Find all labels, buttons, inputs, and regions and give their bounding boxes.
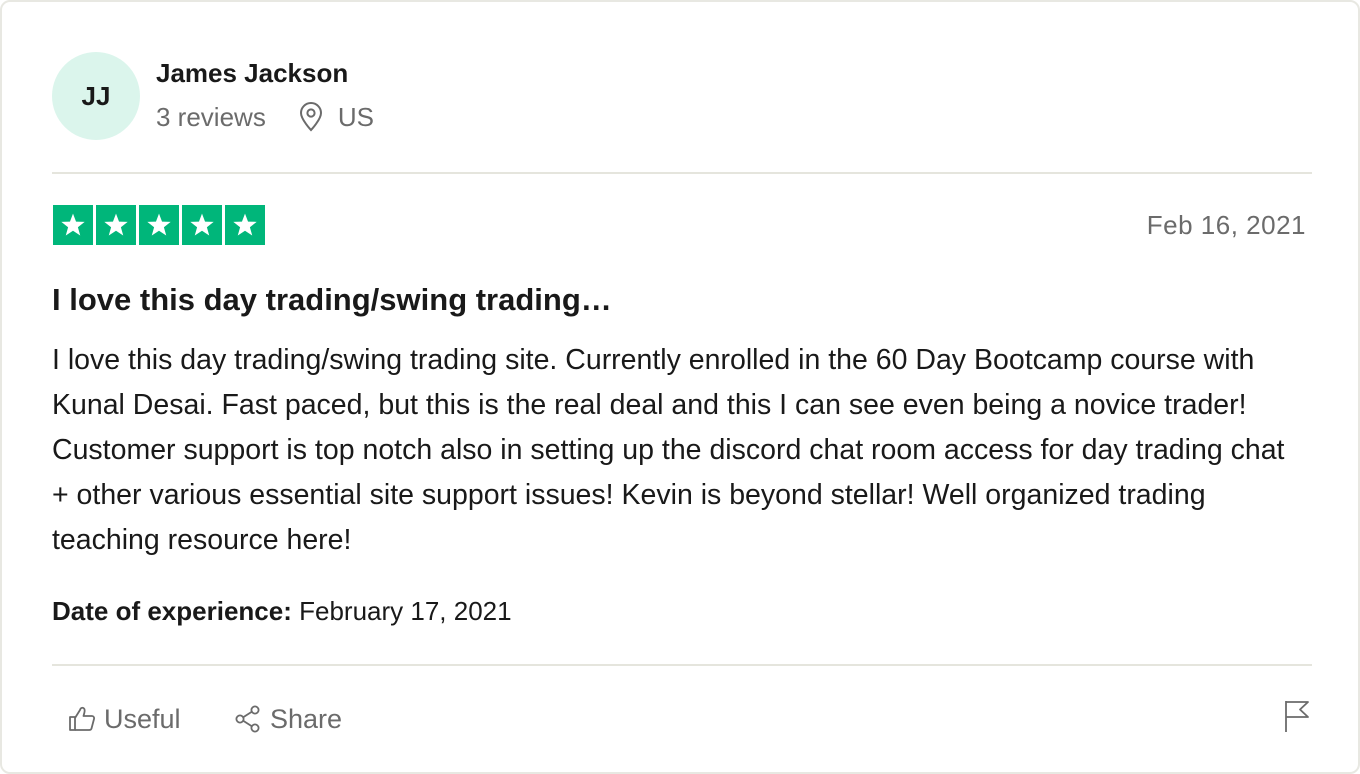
share-button[interactable]: Share — [232, 702, 342, 736]
review-body: I love this day trading/swing trading si… — [52, 344, 1285, 556]
report-button[interactable] — [1280, 700, 1314, 736]
divider — [52, 172, 1312, 174]
share-label: Share — [270, 703, 343, 734]
location-pin-icon — [296, 101, 326, 133]
experience-date: February 17, 2021 — [299, 596, 512, 626]
star-icon — [96, 205, 136, 245]
avatar[interactable]: JJ — [52, 52, 140, 140]
star-icon — [53, 205, 93, 245]
experience-label: Date of experience: — [52, 596, 292, 626]
divider — [52, 664, 1312, 666]
thumbs-up-icon — [66, 703, 98, 735]
share-icon — [232, 703, 264, 735]
useful-button[interactable]: Useful — [66, 702, 181, 736]
review-title[interactable]: I love this day trading/swing trading… — [52, 282, 612, 317]
flag-icon — [1282, 699, 1312, 738]
author-meta: 3 reviews US — [156, 100, 374, 134]
star-rating — [53, 205, 265, 245]
author-country: US — [337, 101, 374, 132]
avatar-initials: JJ — [81, 80, 111, 111]
author-name[interactable]: James Jackson — [156, 58, 349, 88]
star-icon — [182, 205, 222, 245]
date-of-experience: Date of experience: February 17, 2021 — [52, 596, 512, 627]
star-icon — [225, 205, 265, 245]
review-count: 3 reviews — [156, 101, 266, 132]
review-date: Feb 16, 2021 — [1146, 210, 1306, 240]
useful-label: Useful — [104, 703, 181, 734]
star-icon — [139, 205, 179, 245]
